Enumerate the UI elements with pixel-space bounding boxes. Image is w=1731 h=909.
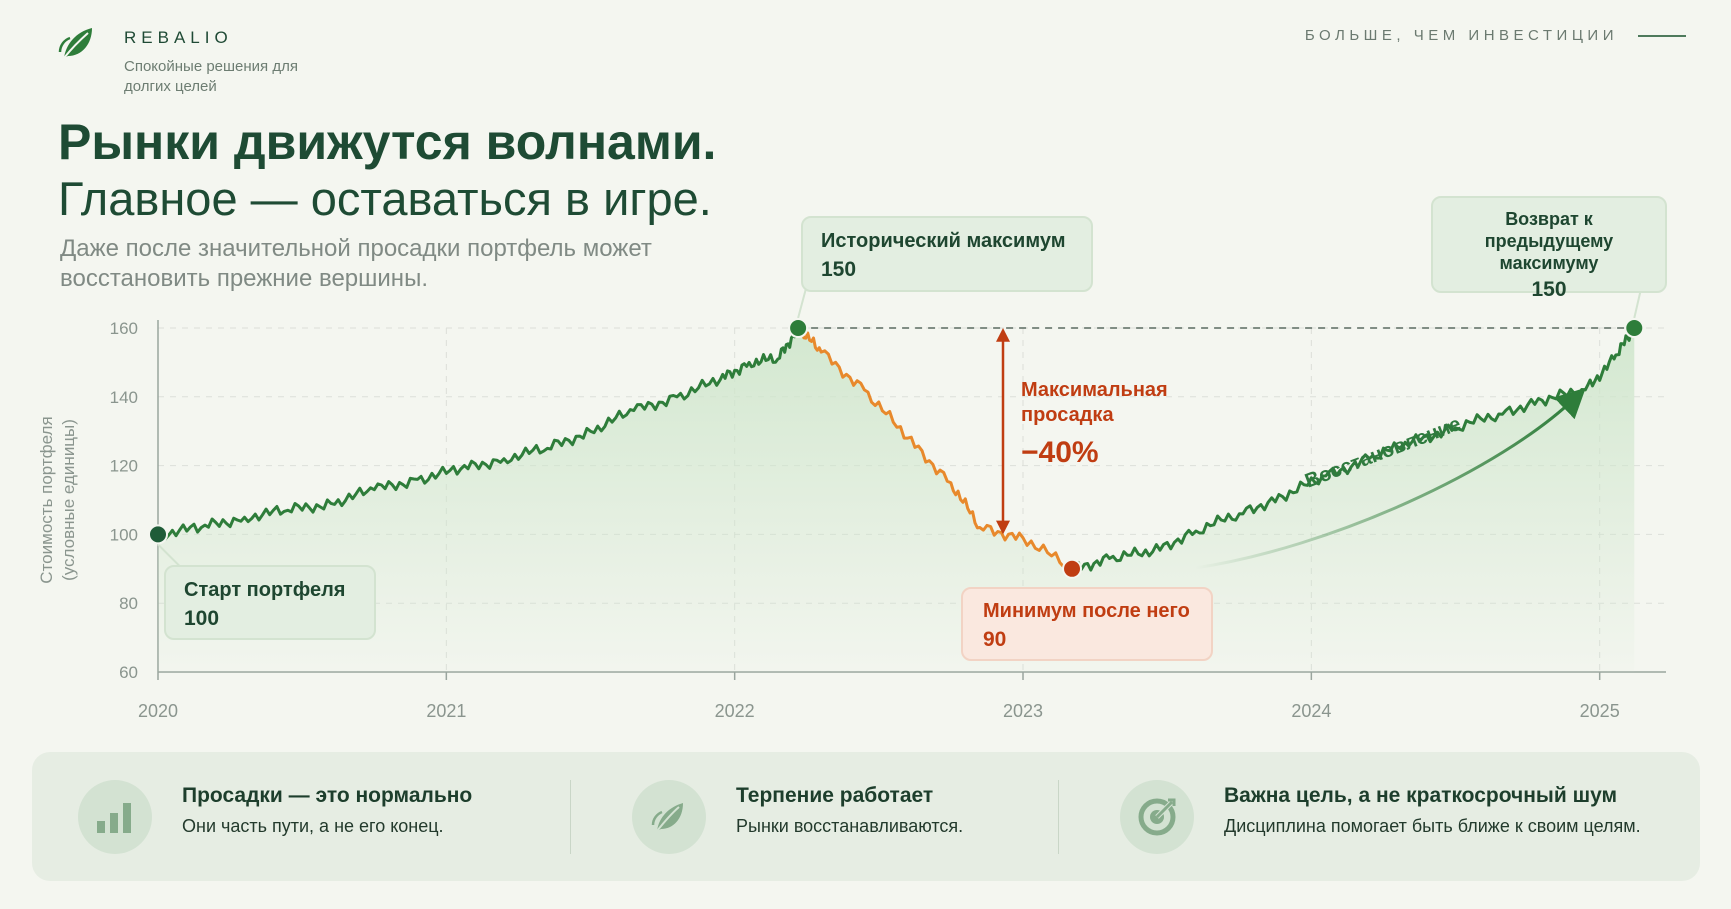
feature-separator	[1058, 780, 1059, 854]
headline-line2: Главное — оставаться в игре.	[58, 172, 712, 225]
header-tagline-line	[1638, 34, 1686, 37]
x-tick-label: 2023	[1003, 701, 1043, 721]
peak-callout-title: Исторический максимум	[821, 230, 1066, 252]
y-axis-label: Стоимость портфеля (условные единицы)	[37, 416, 78, 583]
headline-line1: Рынки движутся волнами.	[58, 114, 717, 170]
drawdown-label: Максимальная просадка −40%	[1021, 378, 1191, 474]
peak-callout-value: 150	[821, 258, 857, 281]
feature-separator	[570, 780, 571, 854]
feature-desc: Они часть пути, а не его конец.	[182, 816, 444, 836]
header-tagline-text: БОЛЬШЕ, ЧЕМ ИНВЕСТИЦИИ	[1304, 27, 1618, 44]
x-tick-label: 2022	[715, 701, 755, 721]
y-axis-label-line: Стоимость портфеля	[37, 416, 56, 583]
drawdown-percent: −40%	[1021, 436, 1099, 469]
data-point	[1624, 318, 1645, 338]
data-point	[148, 524, 168, 545]
feature-desc: Дисциплина помогает быть ближе к своим ц…	[1224, 816, 1641, 836]
header-tagline: БОЛЬШЕ, ЧЕМ ИНВЕСТИЦИИ	[1305, 27, 1686, 44]
return-callout-value: 150	[1531, 278, 1567, 301]
feature-patience: Терпение работает Рынки восстанавливаютс…	[632, 752, 1032, 881]
trough-callout-value: 90	[983, 628, 1007, 651]
chart-overlays	[157, 287, 1642, 570]
start-callout: Старт портфеля 100	[164, 565, 376, 640]
chart-series	[156, 324, 1636, 672]
return-callout: Возврат к предыдущему максимуму 150	[1431, 196, 1667, 301]
portfolio-chart: 60 80 100 120 140 160 2020 2021 2022 2023 2024 2025…	[37, 287, 1666, 721]
brand-name: REBALIO	[124, 28, 233, 47]
y-axis-label-line: (условные единицы)	[59, 419, 78, 581]
recovery-arrow	[1194, 387, 1586, 570]
feature-drawdowns: Просадки — это нормально Они часть пути,…	[78, 752, 558, 881]
leaf-icon	[632, 780, 706, 854]
subtitle: Даже после значительной просадки портфел…	[60, 235, 652, 292]
callout-pointer	[1633, 291, 1642, 319]
chart-axes: 60 80 100 120 140 160 2020 2021 2022 2023 2024 2025	[110, 319, 1666, 721]
drawdown-arrow-head	[996, 520, 1010, 535]
start-callout-title: Старт портфеля	[184, 579, 346, 601]
series-line	[156, 324, 800, 541]
trough-callout-title: Минимум после него	[983, 600, 1190, 622]
bar-chart-icon	[78, 780, 152, 854]
start-callout-value: 100	[184, 607, 220, 630]
chart-points	[148, 318, 1645, 579]
y-tick-label: 160	[110, 319, 138, 338]
drawdown-label-text: Максимальная просадка	[1021, 379, 1168, 426]
features-panel: Просадки — это нормально Они часть пути,…	[32, 752, 1700, 881]
brand-tagline: Спокойные решения для долгих целей	[124, 58, 298, 95]
y-tick-label: 140	[110, 388, 138, 407]
series-line	[796, 326, 1074, 571]
feature-desc: Рынки восстанавливаются.	[736, 816, 964, 836]
y-tick-label: 60	[119, 663, 138, 682]
y-tick-label: 100	[110, 525, 138, 544]
x-tick-label: 2025	[1580, 701, 1620, 721]
data-point	[788, 318, 809, 338]
peak-callout: Исторический максимум 150	[801, 216, 1093, 292]
callout-pointer	[797, 287, 808, 319]
drawdown-arrow-head	[996, 328, 1010, 342]
feature-title: Просадки — это нормально	[182, 784, 473, 807]
leaf-logo-icon	[58, 28, 92, 59]
x-tick-label: 2021	[426, 701, 466, 721]
x-tick-label: 2020	[138, 701, 178, 721]
area-fill	[158, 326, 1635, 672]
callout-pointer	[157, 543, 181, 568]
feature-title: Важна цель, а не краткосрочный шум	[1224, 784, 1618, 807]
y-tick-label: 120	[110, 457, 138, 476]
data-point	[1062, 558, 1083, 579]
feature-goal: Важна цель, а не краткосрочный шум Дисци…	[1120, 752, 1680, 881]
feature-title: Терпение работает	[736, 784, 934, 807]
y-tick-label: 80	[119, 594, 138, 613]
target-icon	[1120, 780, 1194, 854]
trough-callout: Минимум после него 90	[961, 587, 1213, 661]
x-tick-label: 2024	[1291, 701, 1331, 721]
return-callout-title: Возврат к предыдущему максимуму	[1484, 209, 1614, 273]
